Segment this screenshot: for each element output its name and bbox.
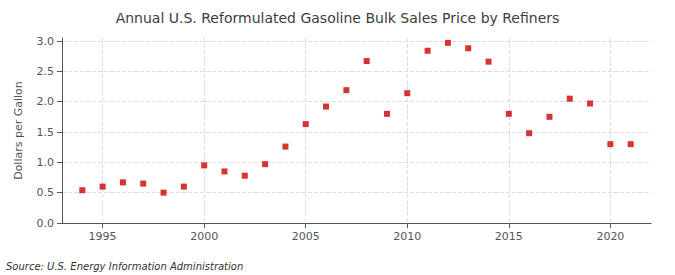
svg-text:1.5: 1.5	[37, 126, 55, 139]
svg-text:1.0: 1.0	[37, 156, 55, 169]
svg-text:2000: 2000	[190, 230, 218, 243]
svg-text:Dollars per Gallon: Dollars per Gallon	[12, 81, 25, 180]
svg-text:0.5: 0.5	[37, 186, 55, 199]
svg-text:2010: 2010	[393, 230, 421, 243]
svg-text:2015: 2015	[495, 230, 523, 243]
svg-text:Annual U.S. Reformulated Gasol: Annual U.S. Reformulated Gasoline Bulk S…	[116, 10, 560, 26]
svg-text:1995: 1995	[89, 230, 117, 243]
svg-text:Source: U.S. Energy Informatio: Source: U.S. Energy Information Administ…	[6, 261, 243, 272]
svg-text:3.0: 3.0	[37, 35, 55, 48]
svg-text:0.0: 0.0	[37, 217, 55, 230]
svg-text:2.5: 2.5	[37, 65, 55, 78]
svg-text:2005: 2005	[292, 230, 320, 243]
svg-text:2.0: 2.0	[37, 95, 55, 108]
svg-text:2020: 2020	[596, 230, 624, 243]
